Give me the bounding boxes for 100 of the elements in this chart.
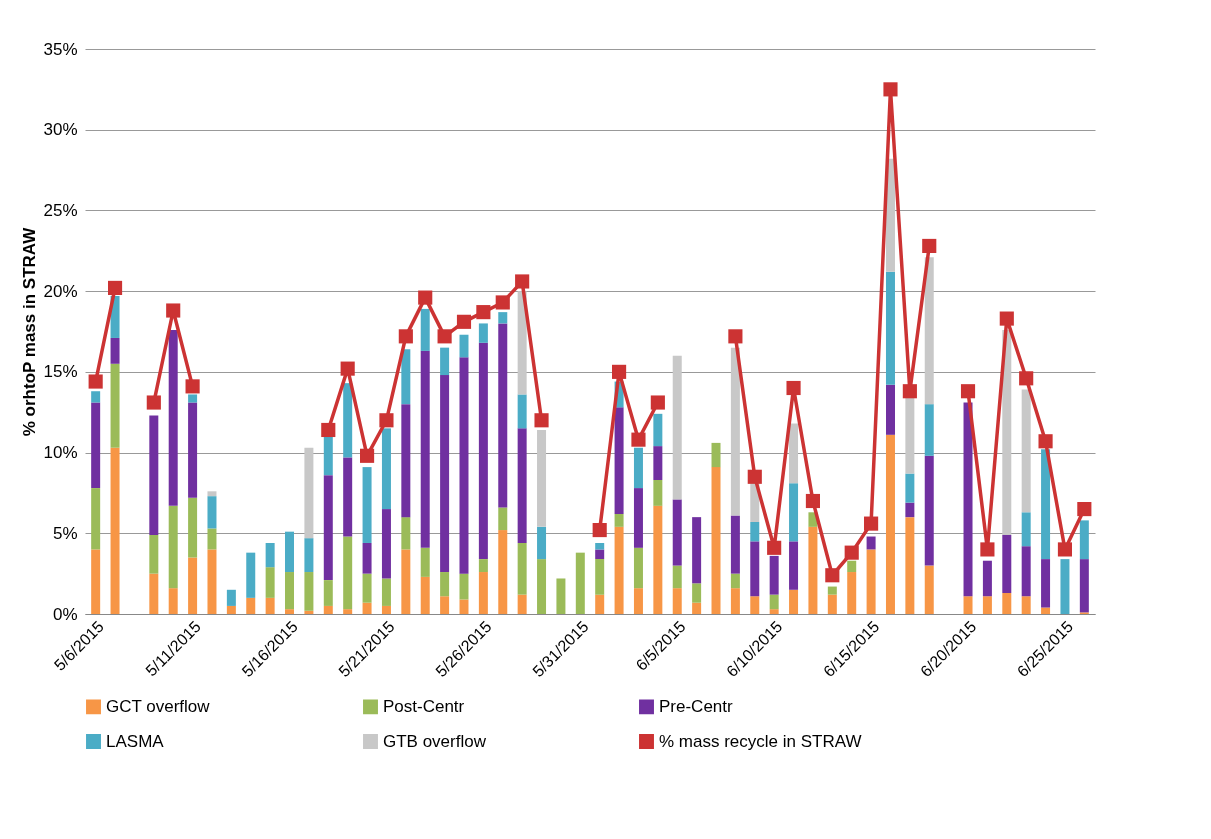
point	[379, 413, 394, 428]
bar	[653, 505, 663, 614]
bar	[789, 423, 799, 484]
bar	[401, 549, 411, 614]
bar	[808, 526, 818, 614]
bar	[730, 347, 740, 516]
bar	[343, 536, 353, 610]
y-tick-label: 35%	[43, 39, 78, 59]
bar	[343, 457, 353, 537]
bar	[653, 480, 663, 506]
bar	[343, 383, 353, 458]
bar	[285, 572, 295, 610]
point	[747, 469, 762, 484]
bar	[847, 572, 857, 614]
bar	[924, 404, 934, 456]
bar	[149, 534, 159, 574]
bar	[633, 547, 643, 589]
point	[592, 522, 607, 538]
bar	[323, 475, 333, 581]
bar	[420, 547, 430, 577]
bar	[110, 363, 120, 448]
bar	[149, 415, 159, 535]
bar	[517, 394, 527, 429]
bar	[789, 589, 799, 614]
bar	[401, 404, 411, 518]
bar	[285, 609, 295, 614]
bar	[789, 483, 799, 542]
point	[398, 329, 413, 344]
bar	[207, 549, 217, 614]
bar	[1021, 389, 1031, 513]
bar	[924, 257, 934, 405]
bar	[924, 565, 934, 614]
bar	[498, 312, 508, 324]
bar	[226, 605, 236, 614]
bar	[207, 491, 217, 497]
bar	[614, 407, 624, 514]
bar	[1060, 559, 1070, 614]
point	[1019, 371, 1034, 386]
bar	[769, 594, 779, 610]
bar	[168, 329, 178, 506]
point	[767, 540, 782, 555]
bar	[188, 394, 198, 403]
bar	[478, 323, 488, 343]
point	[88, 374, 103, 389]
bar	[362, 602, 372, 614]
bar	[866, 549, 876, 614]
bar	[91, 402, 101, 489]
bar	[905, 473, 915, 503]
bar	[1002, 534, 1012, 594]
bar	[188, 402, 198, 498]
legend-label: GTB overflow	[383, 731, 487, 751]
bar	[963, 402, 973, 597]
point	[1077, 502, 1092, 517]
bar	[827, 594, 837, 614]
y-tick-label: 15%	[43, 362, 78, 382]
bar	[866, 536, 876, 550]
bar	[517, 428, 527, 543]
bar	[498, 530, 508, 614]
bar	[188, 557, 198, 614]
bar	[304, 447, 314, 539]
bar	[362, 573, 372, 603]
bar	[207, 496, 217, 529]
bar	[401, 349, 411, 405]
bar	[653, 446, 663, 481]
bar	[459, 599, 469, 614]
bar	[692, 517, 702, 584]
point	[340, 361, 355, 376]
bar	[343, 609, 353, 614]
bar	[478, 342, 488, 560]
bar	[750, 596, 760, 614]
bar	[401, 517, 411, 550]
bar	[633, 588, 643, 614]
bar	[672, 355, 682, 500]
point	[922, 238, 937, 254]
bar	[1041, 449, 1051, 560]
bar	[304, 538, 314, 573]
bar	[711, 442, 721, 468]
bar	[265, 542, 275, 568]
bar	[381, 605, 391, 614]
point	[418, 290, 433, 305]
bar	[595, 549, 605, 560]
bar	[381, 509, 391, 579]
bar	[827, 586, 837, 595]
bar	[982, 596, 992, 614]
bar	[963, 596, 973, 614]
bar	[905, 502, 915, 518]
bar	[304, 572, 314, 611]
point	[166, 303, 181, 318]
bar	[226, 589, 236, 606]
y-tick-label: 10%	[43, 443, 78, 463]
point	[612, 364, 627, 379]
point	[437, 329, 452, 344]
bar	[517, 542, 527, 595]
bar	[440, 347, 450, 376]
bar	[168, 505, 178, 589]
bar	[323, 605, 333, 614]
legend-label: LASMA	[106, 731, 165, 751]
point	[1057, 542, 1073, 557]
bar	[905, 397, 915, 474]
legend-label: Pre-Centr	[659, 696, 734, 716]
